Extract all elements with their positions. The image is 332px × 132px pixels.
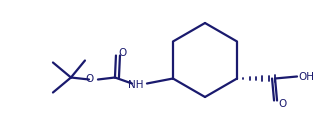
Text: O: O <box>278 98 286 109</box>
Text: NH: NH <box>128 79 144 89</box>
Text: O: O <box>86 74 94 84</box>
Text: O: O <box>118 48 126 58</box>
Text: OH: OH <box>298 72 314 81</box>
